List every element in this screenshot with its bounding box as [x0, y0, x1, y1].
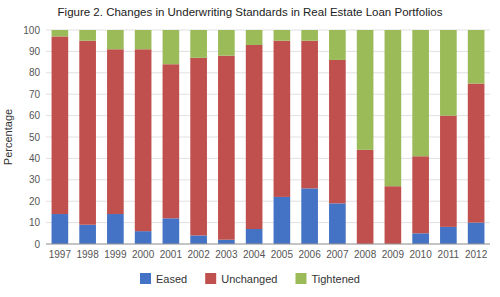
bar: [440, 227, 457, 244]
x-tick-label: 2000: [132, 249, 155, 260]
bar: [52, 30, 69, 36]
x-tick-label: 2005: [271, 249, 294, 260]
bar: [163, 30, 180, 64]
bar: [218, 56, 235, 240]
bar: [246, 30, 263, 45]
bar: [218, 240, 235, 244]
y-tick-label: 60: [29, 110, 41, 121]
y-tick-label: 0: [34, 239, 40, 250]
bar: [52, 36, 69, 214]
legend-swatch: [205, 273, 216, 284]
bar: [79, 41, 96, 225]
y-tick-label: 90: [29, 46, 41, 57]
x-tick-label: 2007: [326, 249, 349, 260]
y-tick-label: 70: [29, 89, 41, 100]
bar: [329, 60, 346, 203]
bar: [79, 30, 96, 41]
x-tick-label: 2008: [354, 249, 377, 260]
bar: [385, 186, 402, 244]
bar: [246, 229, 263, 244]
bar: [107, 214, 124, 244]
bar: [440, 30, 457, 116]
bar: [329, 203, 346, 244]
bar: [163, 64, 180, 218]
x-tick-label: 2006: [299, 249, 322, 260]
bar: [274, 41, 291, 197]
legend-label: Tightened: [311, 273, 360, 285]
x-tick-label: 2009: [382, 249, 405, 260]
legend-swatch: [140, 273, 151, 284]
y-tick-label: 30: [29, 174, 41, 185]
bar: [163, 218, 180, 244]
y-tick-label: 40: [29, 153, 41, 164]
y-tick-label: 20: [29, 196, 41, 207]
x-tick-label: 2011: [438, 249, 460, 260]
bar: [468, 30, 485, 84]
x-tick-label: 2001: [160, 249, 183, 260]
bar: [301, 188, 318, 244]
y-tick-label: 80: [29, 67, 41, 78]
bar: [135, 231, 152, 244]
grid-line: [46, 244, 490, 245]
bar: [274, 197, 291, 244]
x-tick-label: 2012: [465, 249, 488, 260]
bar: [274, 30, 291, 41]
bar: [440, 116, 457, 227]
bar: [329, 30, 346, 60]
x-axis-line: [46, 244, 490, 245]
bar: [190, 30, 207, 58]
x-tick-label: 2003: [215, 249, 238, 260]
bar: [52, 214, 69, 244]
x-tick-label: 1999: [104, 249, 127, 260]
bar: [385, 30, 402, 186]
legend-label: Eased: [156, 273, 187, 285]
chart: Figure 2. Changes in Underwriting Standa…: [0, 0, 500, 297]
bar: [412, 30, 429, 156]
bar: [246, 45, 263, 229]
bar: [190, 235, 207, 244]
x-tick-label: 2010: [410, 249, 433, 260]
x-tick-label: 1998: [77, 249, 100, 260]
bar: [79, 225, 96, 244]
legend-swatch: [295, 273, 306, 284]
y-tick-label: 100: [23, 25, 40, 36]
bar: [301, 30, 318, 41]
bar: [107, 30, 124, 49]
bar: [357, 30, 374, 150]
bar: [357, 150, 374, 244]
x-tick-label: 1997: [49, 249, 72, 260]
title: Figure 2. Changes in Underwriting Standa…: [58, 6, 443, 18]
bar: [218, 30, 235, 56]
grid: [46, 30, 490, 244]
bar: [468, 84, 485, 223]
y-tick-label: 50: [29, 132, 41, 143]
legend-item: Eased: [140, 273, 187, 285]
legend-item: Unchanged: [205, 273, 277, 285]
bars: [52, 30, 485, 244]
bar: [412, 156, 429, 233]
bar: [412, 233, 429, 244]
legend-item: Tightened: [295, 273, 360, 285]
bar: [301, 41, 318, 189]
bar: [135, 49, 152, 231]
y-tick-label: 10: [29, 217, 41, 228]
bar: [468, 223, 485, 244]
bar: [107, 49, 124, 214]
legend-label: Unchanged: [221, 273, 277, 285]
y-axis-label: Percentage: [2, 109, 14, 165]
legend: Eased Unchanged Tightened: [140, 273, 360, 285]
x-tick-label: 2004: [243, 249, 266, 260]
x-tick-label: 2002: [188, 249, 211, 260]
bar: [190, 58, 207, 236]
bar: [135, 30, 152, 49]
